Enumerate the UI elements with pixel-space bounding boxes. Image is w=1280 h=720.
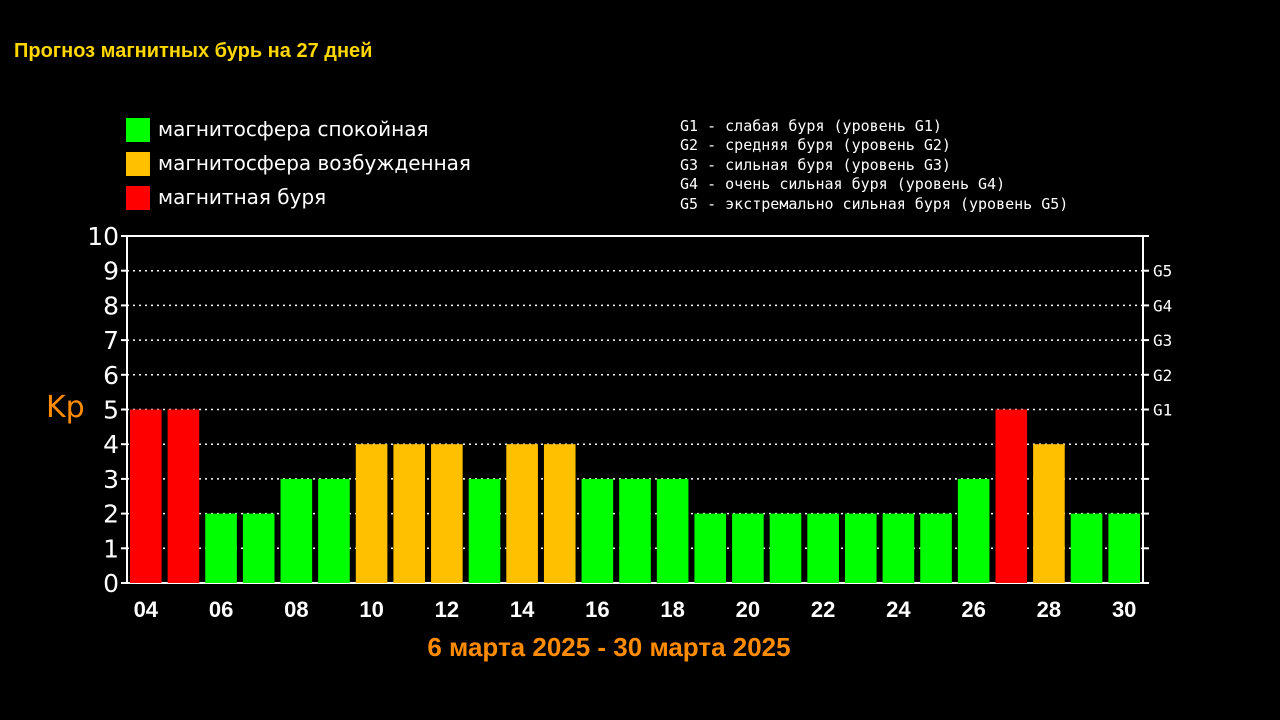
bar-06 [205,513,237,583]
bar-05 [167,409,200,583]
right-label-g5: G5 [1153,262,1172,281]
legend-label-calm: магнитосфера спокойная [158,117,429,141]
legend-label-storm: магнитная буря [158,185,327,209]
g-level-g2: G2 - средняя буря (уровень G2) [680,136,951,155]
right-label-g4: G4 [1153,296,1172,315]
y-tick-label-1: 1 [103,534,119,563]
bar-26 [957,478,990,583]
bar-27 [995,409,1028,583]
bar-19 [694,513,727,583]
g-level-g3: G3 - сильная буря (уровень G3) [680,155,951,174]
bar-17 [619,478,651,583]
x-tick-label-14: 14 [510,597,535,622]
y-tick-label-5: 5 [103,396,119,425]
x-tick-label-12: 12 [435,597,459,622]
bar-24 [882,513,915,583]
x-tick-label-06: 06 [209,597,233,622]
x-tick-label-10: 10 [359,597,383,622]
bar-21 [769,513,802,583]
bar-08 [280,478,313,583]
bar-16 [581,478,614,583]
bar-09 [318,478,350,583]
y-axis-label: Kp [46,390,85,425]
bar-18 [656,478,689,583]
bar-23 [844,513,877,583]
bar-11 [393,444,426,583]
g-level-g1: G1 - слабая буря (уровень G1) [680,117,942,135]
right-label-g1: G1 [1153,401,1172,420]
x-tick-label-24: 24 [886,597,911,622]
y-tick-label-3: 3 [103,465,119,494]
right-label-g2: G2 [1153,366,1172,385]
g-level-g4: G4 - очень сильная буря (уровень G4) [680,175,1006,194]
x-tick-label-28: 28 [1037,597,1061,622]
x-tick-label-20: 20 [736,597,760,622]
y-tick-label-10: 10 [87,222,119,251]
g-level-descriptions: G1 - слабая буря (уровень G1) G2 - средн… [680,117,1068,214]
bar-07 [242,513,275,583]
bar-20 [732,513,764,583]
bar-12 [431,444,463,583]
date-range: 6 марта 2025 - 30 марта 2025 [427,632,791,662]
x-tick-label-22: 22 [811,597,835,622]
legend-swatch-calm [126,118,150,142]
bar-10 [355,444,388,583]
x-tick-label-04: 04 [134,597,159,622]
bar-22 [807,513,839,583]
x-tick-label-08: 08 [284,597,308,622]
y-tick-label-0: 0 [103,569,119,598]
y-tick-label-2: 2 [103,500,119,529]
y-tick-label-7: 7 [103,326,119,355]
y-tick-label-9: 9 [103,257,119,286]
bar-15 [543,444,576,583]
y-tick-label-6: 6 [103,361,119,390]
legend-swatch-storm [126,186,150,210]
legend-swatch-excited [126,152,150,176]
right-label-g3: G3 [1153,331,1172,350]
bar-13 [468,478,501,583]
x-tick-label-26: 26 [961,597,985,622]
y-tick-label-4: 4 [103,430,119,459]
bar-30 [1108,513,1140,583]
y-tick-label-8: 8 [103,291,119,320]
legend-label-excited: магнитосфера возбужденная [158,151,471,175]
chart-title: Прогноз магнитных бурь на 27 дней [14,40,373,62]
g-level-g5: G5 - экстремально сильная буря (уровень … [680,194,1069,213]
bar-14 [506,444,538,583]
bar-25 [920,513,952,583]
x-tick-label-30: 30 [1112,597,1136,622]
x-tick-label-16: 16 [585,597,609,622]
bar-04 [130,409,162,583]
bar-29 [1070,513,1103,583]
x-tick-label-18: 18 [660,597,684,622]
bar-28 [1033,444,1065,583]
